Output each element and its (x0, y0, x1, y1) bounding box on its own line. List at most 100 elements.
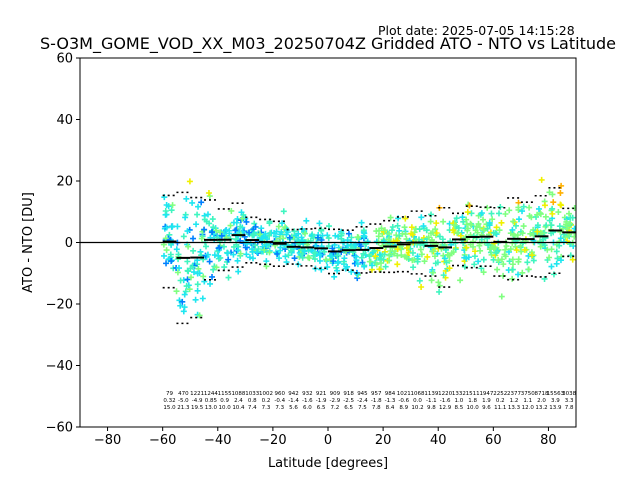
data-point (275, 223, 282, 230)
data-point (360, 232, 367, 239)
data-point (550, 271, 557, 278)
bin-std-label: 21.3 (177, 405, 190, 411)
data-point (474, 229, 481, 236)
bin-std-label: 11.1 (494, 405, 506, 411)
data-point (510, 218, 517, 225)
data-point (316, 251, 323, 258)
data-point (418, 214, 425, 221)
bin-mean-label: -5.0 (178, 398, 189, 404)
bin-mean-label: -1.3 (385, 398, 396, 404)
data-point (446, 252, 453, 259)
bin-count-label: 8718 (535, 391, 549, 397)
data-point (534, 222, 541, 229)
data-point (163, 247, 170, 254)
data-point (493, 249, 500, 256)
data-point (186, 178, 193, 185)
data-point (484, 225, 491, 232)
data-point (263, 263, 270, 270)
data-point (556, 242, 563, 249)
data-point (509, 226, 516, 233)
data-point (567, 220, 574, 227)
bin-count-label: 960 (275, 391, 286, 397)
data-point (441, 255, 448, 262)
data-point (291, 228, 298, 235)
data-point (234, 247, 241, 254)
data-point (498, 293, 505, 300)
data-point (177, 277, 184, 284)
data-point (250, 226, 257, 233)
bin-mean-label: -1.9 (316, 398, 327, 404)
data-point (485, 242, 492, 249)
data-point (433, 230, 440, 237)
data-point (354, 261, 361, 268)
data-point (162, 235, 169, 242)
data-point (358, 219, 365, 226)
bin-std-label: 7.8 (565, 405, 574, 411)
data-point (509, 261, 516, 268)
data-point (163, 224, 170, 231)
data-point (207, 280, 214, 287)
data-point (558, 182, 565, 189)
data-point (255, 246, 262, 253)
data-point (361, 233, 368, 240)
data-point (334, 252, 341, 259)
bin-mean-label: 0.0 (413, 398, 422, 404)
data-point (180, 233, 187, 240)
data-point (418, 251, 425, 258)
data-point (168, 258, 175, 265)
data-point (201, 216, 208, 223)
data-point (469, 238, 476, 245)
data-point (515, 216, 522, 223)
data-point (251, 220, 258, 227)
data-point (215, 252, 222, 259)
bin-mean-label: 1.8 (468, 398, 477, 404)
data-point (489, 216, 496, 223)
data-point (227, 222, 234, 229)
data-point (182, 288, 189, 295)
x-tick-label: −80 (94, 433, 121, 448)
y-tick-label: 20 (56, 175, 73, 190)
data-point (470, 243, 477, 250)
y-tick-label: 0 (65, 236, 73, 251)
bin-count-label: 15563 (547, 391, 565, 397)
data-point (502, 210, 509, 217)
data-point (377, 260, 384, 267)
data-point (230, 219, 237, 226)
data-point (190, 269, 197, 276)
bin-statistics: 790.3215.0470-5.021.31221-4.919.512440.8… (163, 391, 576, 411)
y-tick-label: −20 (46, 298, 73, 313)
data-point (503, 243, 510, 250)
data-point (354, 271, 361, 278)
data-point (530, 257, 537, 264)
bin-mean-label: 0.2 (262, 398, 271, 404)
data-point (226, 230, 233, 237)
data-point (369, 262, 376, 269)
bin-std-label: 7.3 (262, 405, 271, 411)
data-point (261, 246, 268, 253)
bin-mean-label: -2.9 (330, 398, 341, 404)
data-point (454, 230, 461, 237)
data-point (210, 224, 217, 231)
data-point (388, 227, 395, 234)
data-point (325, 235, 332, 242)
data-point (319, 232, 326, 239)
data-point (190, 235, 197, 242)
data-point (431, 253, 438, 260)
data-point (198, 199, 205, 206)
data-point (228, 207, 235, 214)
bin-mean-label: 0.85 (205, 398, 218, 404)
data-point (246, 254, 253, 261)
data-point (558, 202, 565, 209)
data-point (330, 258, 337, 265)
data-point (341, 255, 348, 262)
data-point (571, 225, 576, 232)
data-point (360, 227, 367, 234)
bin-std-label: 6.5 (344, 405, 353, 411)
x-axis-label: Latitude [degrees] (268, 456, 388, 471)
data-point (555, 209, 562, 216)
data-point (396, 227, 403, 234)
bin-std-label: 10.2 (411, 405, 423, 411)
bin-std-label: 8.5 (455, 405, 464, 411)
data-point (331, 273, 338, 280)
bin-count-label: 957 (371, 391, 382, 397)
